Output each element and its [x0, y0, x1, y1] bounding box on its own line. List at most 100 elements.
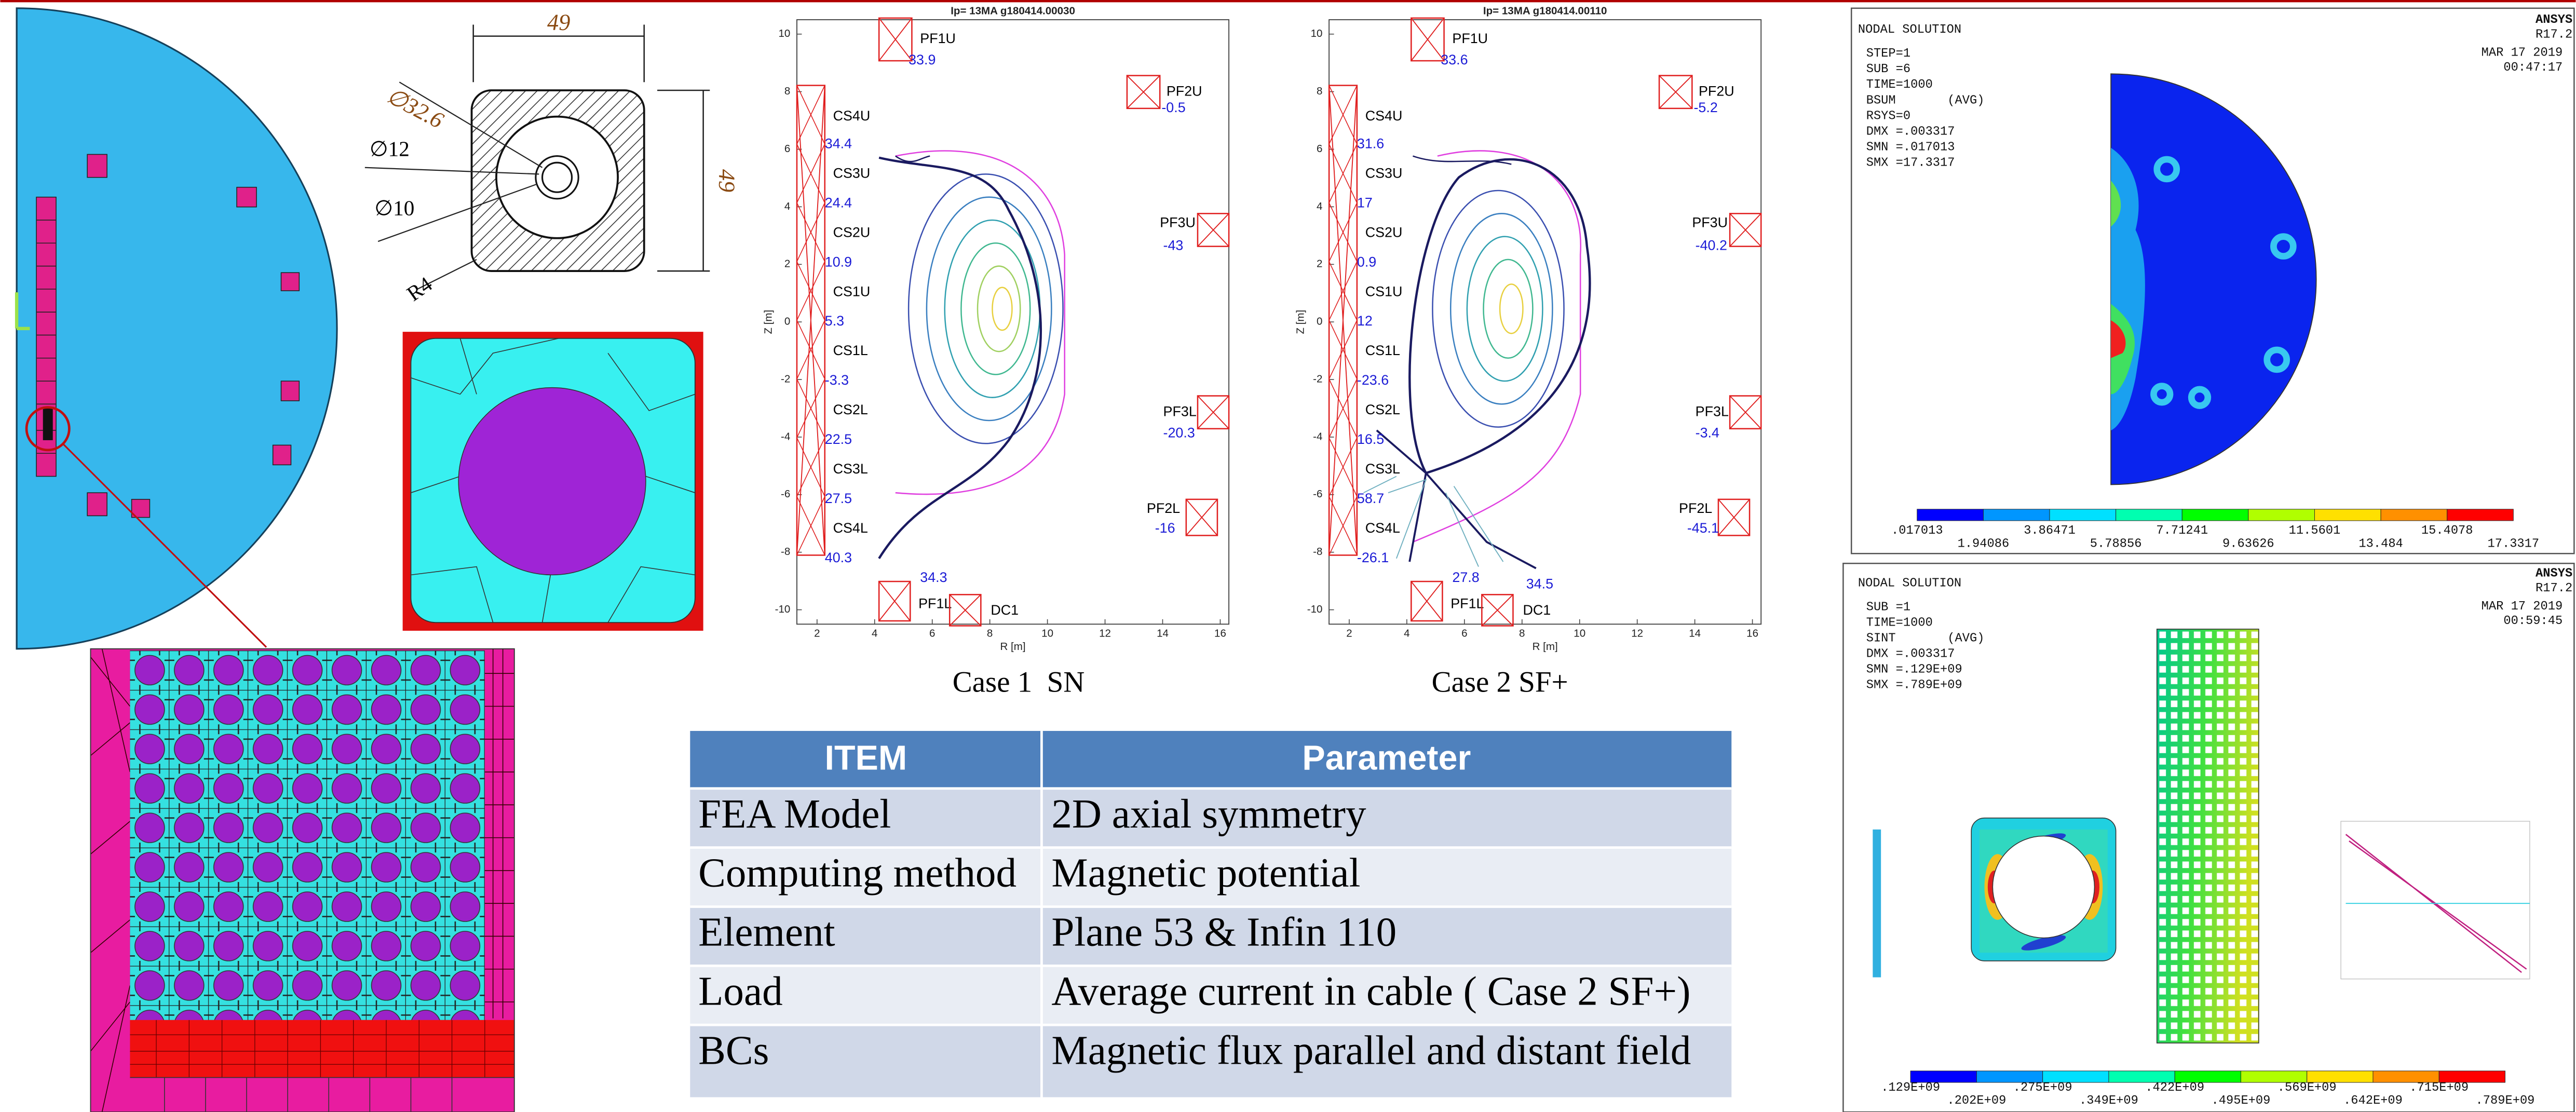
legend-label: .422E+09	[2145, 1081, 2204, 1095]
coil-name: PF2U	[1699, 83, 1734, 99]
cs-cross	[1329, 496, 1357, 555]
coil-current: 40.3	[825, 550, 852, 565]
coil-current: 5.3	[825, 313, 844, 329]
y-tick-label: -4	[781, 430, 790, 442]
coil-cross	[1730, 213, 1761, 246]
table-cell: Plane 53 & Infin 110	[1051, 910, 1397, 955]
legend-label: 5.78856	[2090, 537, 2142, 551]
info-line: DMX =.003317	[1866, 647, 1955, 661]
coil-name: CS4U	[1365, 108, 1403, 124]
time: 00:47:17	[2503, 61, 2563, 75]
info-line: SINT (AVG)	[1866, 631, 1985, 645]
coil-current: 24.4	[825, 195, 852, 210]
coil-current: -0.5	[1161, 100, 1185, 115]
x-tick-label: 10	[1041, 628, 1053, 640]
y-tick-label: -4	[1313, 430, 1322, 442]
coil-name: PF1L	[1450, 595, 1484, 611]
coil-cross	[1186, 499, 1217, 536]
x-tick-label: 6	[1461, 628, 1467, 640]
coil-current: 34.3	[920, 569, 947, 585]
legend-swatch	[2116, 509, 2182, 521]
cs-cross	[797, 144, 825, 203]
coil-current: -3.3	[825, 372, 849, 388]
legend-label: .349E+09	[2079, 1094, 2138, 1108]
coil-name: CS2U	[1365, 224, 1403, 240]
legend-swatch	[1983, 509, 2050, 521]
x-tick-label: 4	[1404, 628, 1409, 640]
coil-current: 10.9	[825, 254, 852, 269]
product-name: ANSYS	[2536, 566, 2572, 580]
y-tick-label: -2	[1313, 373, 1322, 385]
dimension-label: ∅32.6	[383, 83, 448, 133]
version: R17.2	[2536, 28, 2572, 42]
x-tick-label: 2	[814, 628, 820, 640]
coil-current: -45.1	[1687, 520, 1719, 536]
cs-cross	[797, 496, 825, 555]
legend-label: 11.5601	[2289, 524, 2341, 538]
y-tick-label: -2	[781, 373, 790, 385]
coil-name: DC1	[991, 602, 1019, 618]
coil-cross	[1198, 396, 1229, 429]
dimension-label: R4	[402, 272, 437, 306]
info-line: NODAL SOLUTION	[1858, 576, 1961, 590]
date: MAR 17 2019	[2482, 600, 2563, 614]
coil-current: 34.4	[825, 136, 852, 152]
legend-label: 9.63626	[2222, 537, 2274, 551]
coil-name: PF3U	[1160, 214, 1196, 230]
y-tick-label: 8	[1317, 85, 1322, 97]
coil-name: CS2U	[833, 224, 871, 240]
legend-swatch	[1917, 509, 1984, 521]
legend-label: 17.3317	[2487, 537, 2539, 551]
legend-label: .129E+09	[1881, 1081, 1940, 1095]
coil-cross	[1329, 86, 1357, 555]
legend-swatch	[2182, 509, 2248, 521]
info-line: RSYS=0	[1866, 109, 1910, 123]
cs-cross	[797, 86, 825, 144]
y-tick-label: 6	[784, 143, 790, 155]
legend-label: .569E+09	[2277, 1081, 2337, 1095]
coil-name: CS3L	[1365, 461, 1400, 477]
legend-label: 15.4078	[2421, 524, 2473, 538]
coil-name: CS3U	[833, 165, 871, 181]
legend-label: .495E+09	[2212, 1094, 2271, 1108]
ansys-panel-2	[1843, 563, 2574, 1112]
coil-current: 27.5	[825, 491, 852, 506]
legend-label: .275E+09	[2013, 1081, 2072, 1095]
coil-current: -43	[1163, 238, 1184, 253]
y-tick-label: -10	[775, 603, 791, 615]
legend-label: 13.484	[2358, 537, 2403, 551]
coil-current: -3.4	[1696, 425, 1719, 440]
product-name: ANSYS	[2536, 13, 2572, 27]
y-tick-label: 10	[778, 28, 790, 39]
x-tick-label: 14	[1157, 628, 1169, 640]
y-tick-label: -6	[781, 488, 790, 500]
coil-name: CS1U	[1365, 283, 1403, 299]
coil-current: -23.6	[1357, 372, 1389, 388]
info-line: SUB =6	[1866, 62, 1910, 76]
cs-cross	[1329, 86, 1357, 144]
coil-cross	[1730, 396, 1761, 429]
coil-name: CS2L	[1365, 402, 1400, 417]
y-tick-label: 6	[1317, 143, 1322, 155]
coil-name: PF2L	[1147, 500, 1180, 516]
info-line: STEP=1	[1866, 47, 1910, 61]
info-line: SUB =1	[1866, 600, 1910, 614]
plot-title: Ip= 13MA g180414.00030	[951, 5, 1075, 17]
cs-cross	[1329, 203, 1357, 262]
info-line: SMX =17.3317	[1866, 156, 1955, 170]
table-header: ITEM	[825, 739, 907, 777]
x-axis-label: R [m]	[1533, 641, 1558, 653]
legend-label: .642E+09	[2343, 1094, 2403, 1108]
table-cell: Magnetic potential	[1051, 851, 1360, 896]
mesh-zoom	[90, 649, 514, 1112]
dimension-label: ∅10	[374, 196, 414, 220]
info-line: BSUM (AVG)	[1866, 93, 1985, 107]
coil-name: PF2L	[1679, 500, 1712, 516]
coil-name: CS1U	[833, 283, 871, 299]
x-tick-label: 16	[1746, 628, 1758, 640]
y-tick-label: 4	[1317, 200, 1322, 212]
coil-name: CS1L	[1365, 343, 1400, 358]
coil-current: 12	[1357, 313, 1373, 329]
coil-current: 27.8	[1452, 569, 1479, 585]
coil-cross	[1127, 76, 1160, 109]
